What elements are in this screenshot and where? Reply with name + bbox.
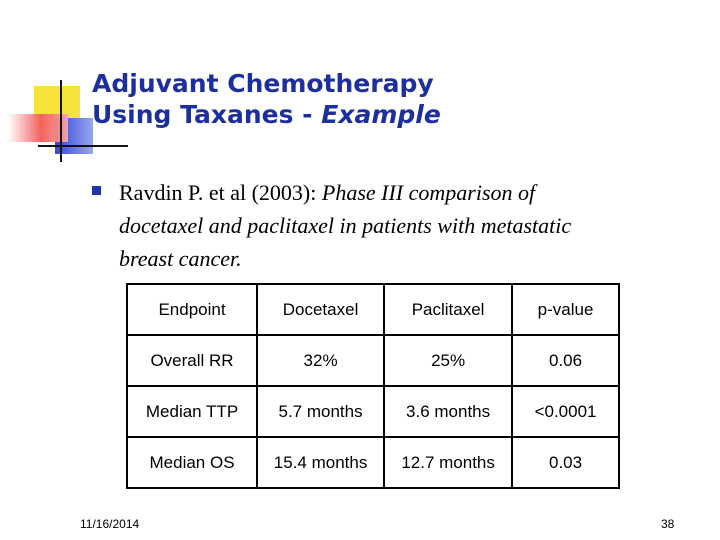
table-cell: 0.06 <box>511 334 620 387</box>
slide-page-number: 38 <box>661 517 675 531</box>
table-cell: 5.7 months <box>256 385 386 438</box>
table-cell: Median TTP <box>125 385 259 438</box>
title-line-1: Adjuvant Chemotherapy <box>92 69 434 98</box>
slide-title: Adjuvant Chemotherapy Using Taxanes - Exa… <box>92 68 441 130</box>
deco-red-band <box>8 114 68 142</box>
slide-date: 11/16/2014 <box>80 517 140 531</box>
bullet-square-icon <box>92 186 101 195</box>
table-cell: 25% <box>383 334 514 387</box>
results-table: Endpoint Docetaxel Paclitaxel p-value Ov… <box>125 283 620 489</box>
bullet-description: Phase III comparison of docetaxel and pa… <box>119 180 572 271</box>
table-row: Median TTP 5.7 months 3.6 months <0.0001 <box>125 385 620 438</box>
table-cell: <0.0001 <box>511 385 620 438</box>
table-cell: 12.7 months <box>383 436 514 489</box>
title-line-2: Using Taxanes - <box>92 100 322 129</box>
title-emphasis: Example <box>321 100 441 129</box>
table-cell: 32% <box>256 334 386 387</box>
table-cell: Median OS <box>125 436 259 489</box>
table-cell: 3.6 months <box>383 385 514 438</box>
table-header-cell: Paclitaxel <box>383 283 514 336</box>
table-header-cell: p-value <box>511 283 620 336</box>
bullet-text: Ravdin P. et al (2003): Phase III compar… <box>119 176 612 275</box>
bullet-item: Ravdin P. et al (2003): Phase III compar… <box>92 176 612 275</box>
table-row: Median OS 15.4 months 12.7 months 0.03 <box>125 436 620 489</box>
table-cell: 0.03 <box>511 436 620 489</box>
table-cell: Overall RR <box>125 334 259 387</box>
table-header-cell: Endpoint <box>125 283 259 336</box>
bullet-citation: Ravdin P. et al (2003): <box>119 180 322 205</box>
table-cell: 15.4 months <box>256 436 386 489</box>
table-header-cell: Docetaxel <box>256 283 386 336</box>
decorative-corner-graphic <box>8 80 128 162</box>
table-header-row: Endpoint Docetaxel Paclitaxel p-value <box>125 283 620 336</box>
table-row: Overall RR 32% 25% 0.06 <box>125 334 620 387</box>
